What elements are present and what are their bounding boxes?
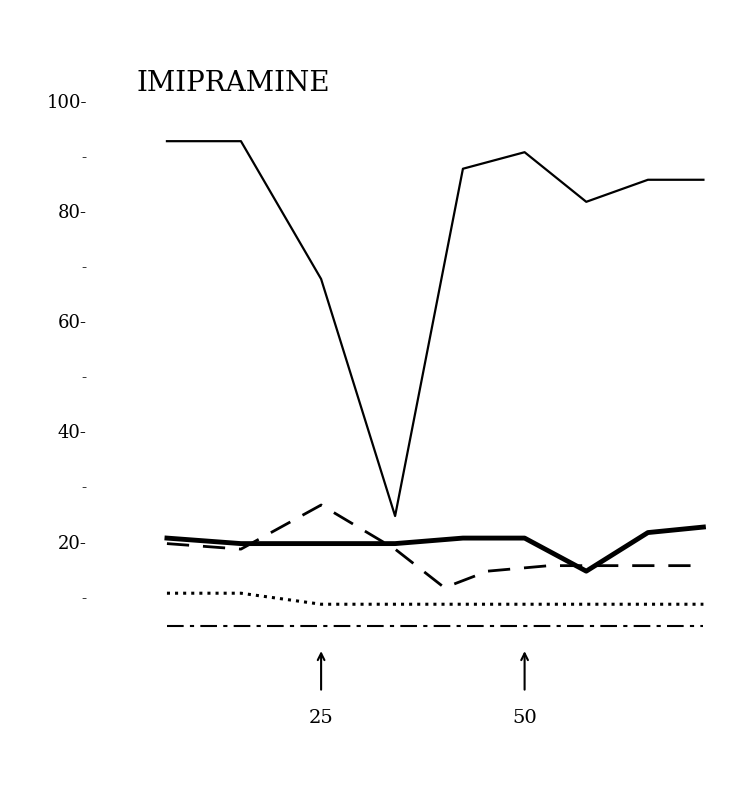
Text: -: - [82,150,86,165]
Text: 40-: 40- [58,424,86,442]
Text: 60-: 60- [58,314,86,332]
Text: 100-: 100- [47,94,86,111]
Text: 50: 50 [512,709,537,727]
Text: 25: 25 [309,709,333,727]
Text: -: - [82,371,86,386]
Text: 80-: 80- [58,204,86,222]
Text: -: - [82,482,86,495]
Text: 20-: 20- [58,534,86,553]
Text: -: - [82,592,86,606]
Text: -: - [82,261,86,275]
Text: IMIPRAMINE: IMIPRAMINE [136,70,329,97]
